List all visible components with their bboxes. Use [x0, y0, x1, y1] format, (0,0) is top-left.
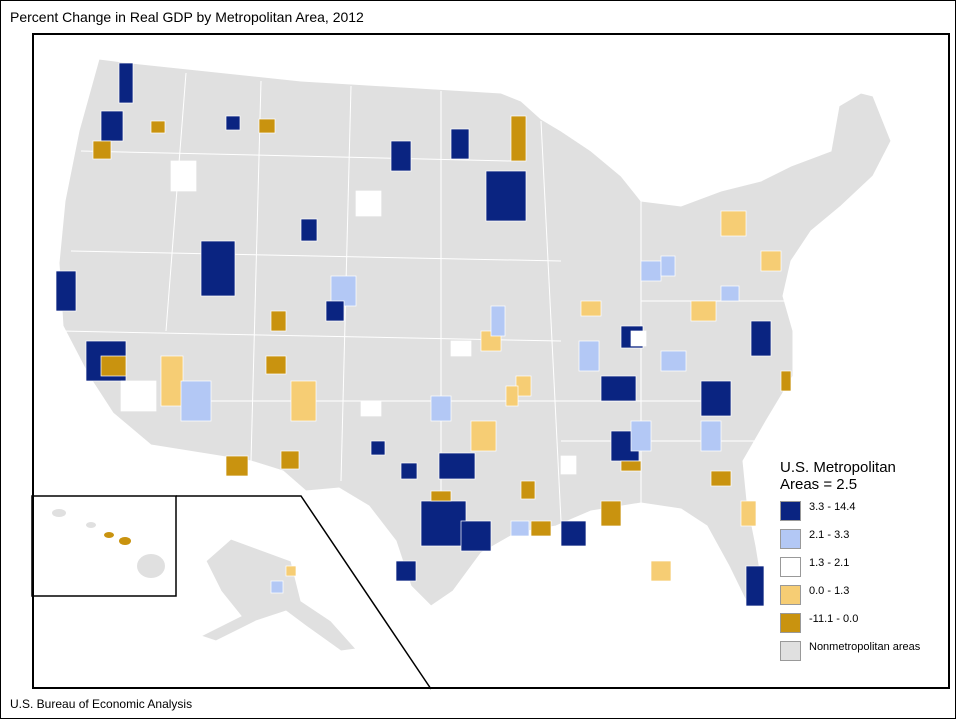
metro-area — [760, 250, 782, 272]
metro-area — [460, 520, 492, 552]
legend-label: 1.3 - 2.1 — [809, 557, 850, 569]
metro-area — [438, 452, 476, 480]
metro-area — [650, 560, 672, 582]
metro-area — [430, 395, 452, 422]
metro-area — [100, 110, 124, 142]
legend-swatch — [780, 557, 801, 577]
legend-swatch — [780, 529, 801, 549]
metro-area — [370, 440, 386, 456]
metro-area — [530, 520, 552, 537]
metro-area — [745, 565, 765, 607]
metro-area — [170, 160, 197, 192]
metro-area — [720, 285, 740, 302]
metro-area — [660, 350, 687, 372]
metro-area — [520, 480, 536, 500]
metro-area — [505, 385, 519, 407]
metro-area — [470, 420, 497, 452]
metro-area — [150, 120, 166, 134]
metro-area — [450, 340, 472, 357]
metro-area — [55, 270, 77, 312]
metro-area — [225, 115, 241, 131]
legend-item: Nonmetropolitan areas — [780, 641, 940, 661]
metro-area — [100, 355, 127, 377]
legend-label: Nonmetropolitan areas — [809, 641, 921, 653]
metro-area — [560, 455, 577, 475]
legend-title-line2: Areas = 2.5 — [780, 476, 858, 493]
metro-area — [360, 400, 382, 417]
metro-area — [200, 240, 236, 297]
metro-area — [120, 380, 157, 412]
metro-area — [630, 330, 647, 347]
metro-area — [620, 460, 642, 472]
alaska-inset-border — [176, 495, 432, 690]
metro-area — [258, 118, 276, 134]
metro-area — [600, 375, 637, 402]
legend-item: 0.0 - 1.3 — [780, 585, 940, 605]
legend-label: 0.0 - 1.3 — [809, 585, 850, 597]
metro-area — [285, 565, 297, 577]
metro-area — [390, 140, 412, 172]
metro-area — [660, 255, 676, 277]
metro-area — [160, 355, 184, 407]
legend-swatch — [780, 641, 801, 661]
legend-label: -11.1 - 0.0 — [809, 613, 859, 625]
metro-area — [750, 320, 772, 357]
hawaii — [52, 509, 165, 578]
legend-swatch — [780, 501, 801, 521]
metro-area — [780, 370, 792, 392]
source-footer: U.S. Bureau of Economic Analysis — [10, 697, 193, 711]
metro-area — [300, 218, 318, 242]
metro-area — [225, 455, 249, 477]
metro-area — [400, 462, 418, 480]
metro-area — [510, 520, 530, 537]
metro-area — [490, 305, 506, 337]
legend-item: -11.1 - 0.0 — [780, 613, 940, 633]
metro-area — [92, 140, 112, 160]
legend-title: U.S. Metropolitan Areas = 2.5 — [780, 459, 940, 493]
metro-area — [720, 210, 747, 237]
legend-swatch — [780, 613, 801, 633]
legend: U.S. Metropolitan Areas = 2.5 3.3 - 14.4… — [780, 459, 940, 661]
metro-area — [640, 260, 662, 282]
legend-title-line1: U.S. Metropolitan — [780, 459, 896, 476]
metro-area — [560, 520, 587, 547]
metro-area — [710, 470, 732, 487]
metro-area — [450, 128, 470, 160]
metro-area — [180, 380, 212, 422]
metro-area — [740, 500, 757, 527]
metro-area — [578, 340, 600, 372]
metro-area — [510, 115, 527, 162]
metro-area — [630, 420, 652, 452]
legend-item: 1.3 - 2.1 — [780, 557, 940, 577]
metro-area — [420, 500, 467, 547]
alaska — [199, 538, 358, 652]
legend-label: 3.3 - 14.4 — [809, 501, 856, 513]
metro-area — [280, 450, 300, 470]
metro-area — [600, 500, 622, 527]
map-frame — [32, 33, 950, 689]
legend-swatch — [780, 585, 801, 605]
metro-area — [265, 355, 287, 375]
metro-area — [270, 310, 287, 332]
metro-area — [700, 420, 722, 452]
legend-label: 2.1 - 3.3 — [809, 529, 850, 541]
metro-area — [580, 300, 602, 317]
metro-area — [270, 580, 284, 594]
hawaii-inset-box — [31, 495, 177, 597]
metro-area — [395, 560, 417, 582]
metro-area — [485, 170, 527, 222]
legend-item: 3.3 - 14.4 — [780, 501, 940, 521]
metro-area — [325, 300, 345, 322]
metro-area — [118, 62, 134, 104]
metro-area — [700, 380, 732, 417]
metro-area — [355, 190, 382, 217]
metro-area — [290, 380, 317, 422]
map-title: Percent Change in Real GDP by Metropolit… — [10, 9, 364, 25]
metro-area — [690, 300, 717, 322]
metro-area — [430, 490, 452, 502]
legend-item: 2.1 - 3.3 — [780, 529, 940, 549]
